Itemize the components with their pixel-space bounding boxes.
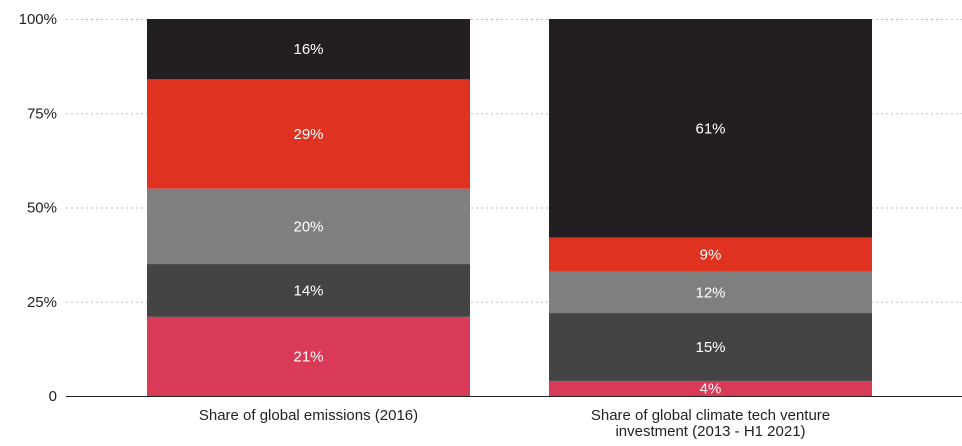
value-labels: 21% 14% 20% 29% 16% 4% 15% 12% 9% 61% — [293, 41, 725, 397]
bar-segment — [147, 264, 470, 317]
x-category-label: Share of global emissions (2016) — [199, 407, 418, 424]
data-label: 15% — [695, 339, 725, 356]
data-label: 29% — [293, 126, 323, 143]
data-label: 12% — [695, 284, 725, 301]
bar-segment — [147, 19, 470, 80]
bar-segment — [147, 316, 470, 396]
bar-segment — [549, 313, 872, 381]
data-label: 16% — [293, 41, 323, 58]
data-label: 61% — [695, 120, 725, 137]
data-label: 20% — [293, 218, 323, 235]
bar-segment — [549, 237, 872, 272]
bar-segment — [549, 271, 872, 314]
y-tick-label: 25% — [27, 294, 57, 311]
bars — [147, 19, 872, 396]
bar-segment — [147, 79, 470, 189]
y-tick-label: 50% — [27, 200, 57, 217]
bar-segment — [549, 19, 872, 238]
y-axis-ticks: 0 25% 50% 75% 100% — [19, 11, 57, 405]
y-tick-label: 0 — [49, 388, 57, 405]
data-label: 14% — [293, 282, 323, 299]
data-label: 9% — [700, 247, 722, 264]
x-category-label: Share of global climate tech venture inve… — [591, 407, 830, 440]
data-label: 4% — [700, 380, 722, 397]
y-tick-label: 100% — [19, 11, 57, 28]
y-tick-label: 75% — [27, 105, 57, 122]
category-labels: Share of global emissions (2016) Share of… — [199, 407, 830, 440]
bar-segment — [147, 188, 470, 265]
bar-segment — [549, 380, 872, 396]
data-label: 21% — [293, 348, 323, 365]
